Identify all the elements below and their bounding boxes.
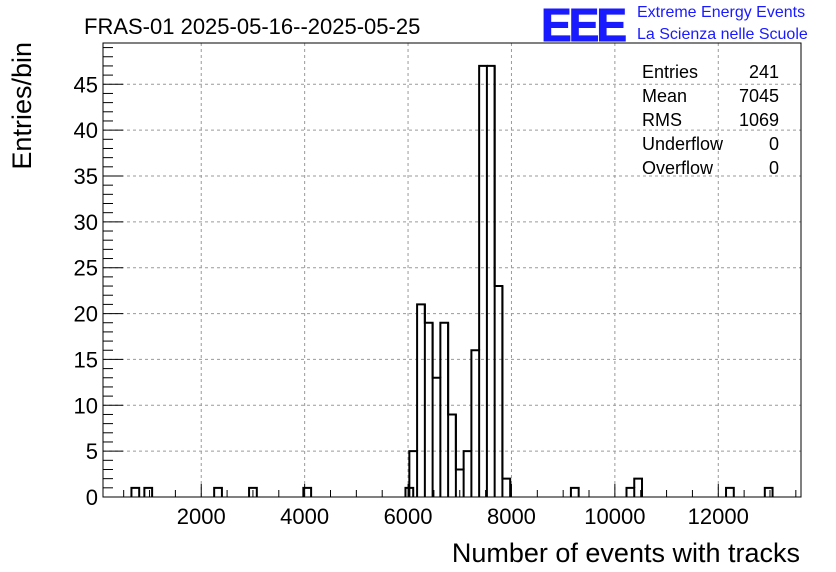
stats-label: Underflow [642,134,724,154]
histogram-bin [633,477,644,497]
y-tick-label: 35 [74,164,98,189]
histogram-bin [408,450,419,497]
y-tick-label: 20 [74,302,98,327]
y-axis-title: Entries/bin [7,42,37,170]
axis-ticks [103,47,797,498]
stats-value: 7045 [739,86,779,106]
stats-box: Entries 241 Mean 7045 RMS 1069 Underflow 0 Overf… [642,62,779,178]
y-tick-label: 40 [74,118,98,143]
histogram-bin [248,486,258,497]
plot-frame [102,42,802,498]
eee-logo-line1: Extreme Energy Events [637,4,805,21]
histogram-bin [431,322,442,497]
histogram-bin [569,486,580,497]
histogram-bin [462,450,473,497]
histogram-bin [454,414,465,497]
x-tick-label: 10000 [584,504,645,529]
y-tick-label: 5 [86,439,98,464]
stats-value: 241 [749,62,779,82]
y-tick-label: 30 [74,210,98,235]
stats-label: Mean [642,86,687,106]
tick-labels: 2000 4000 6000 8000 10000 12000 0 5 10 15 20 25 30 35… [74,72,749,529]
stats-label: RMS [642,110,682,130]
eee-logo: EEE Extreme Energy Events La Scienza nel… [541,0,808,52]
y-tick-label: 0 [86,485,98,510]
chart-title: FRAS-01 2025-05-16--2025-05-25 [84,14,420,39]
y-tick-label: 25 [74,256,98,281]
histogram-bin [143,486,154,497]
stats-value: 0 [769,158,779,178]
histogram-bin [725,486,735,497]
histogram-bin [213,486,223,497]
y-tick-label: 45 [74,72,98,97]
eee-logo-line2: La Scienza nelle Scuole [637,26,808,43]
histogram-bin [130,486,141,497]
grid [103,43,801,497]
histogram-bin [763,486,774,497]
stats-label: Overflow [642,158,714,178]
histogram-bin [302,486,313,497]
x-tick-label: 12000 [688,504,749,529]
histogram-bin [423,304,434,497]
x-axis-title: Number of events with tracks [452,538,800,568]
stats-value: 1069 [739,110,779,130]
y-tick-label: 15 [74,347,98,372]
histogram-bin [447,322,457,497]
y-tick-label: 10 [74,393,98,418]
x-tick-label: 2000 [177,504,226,529]
x-tick-label: 6000 [384,504,433,529]
x-tick-label: 8000 [487,504,536,529]
histogram-bin [416,303,426,497]
x-tick-label: 4000 [280,504,329,529]
histogram-bin [478,64,488,497]
histogram-bin [439,321,450,497]
histogram-bin [501,286,512,497]
histogram-bin [470,349,481,497]
stats-value: 0 [769,134,779,154]
stats-label: Entries [642,62,698,82]
histogram-bin [625,486,636,497]
histogram [130,64,774,497]
